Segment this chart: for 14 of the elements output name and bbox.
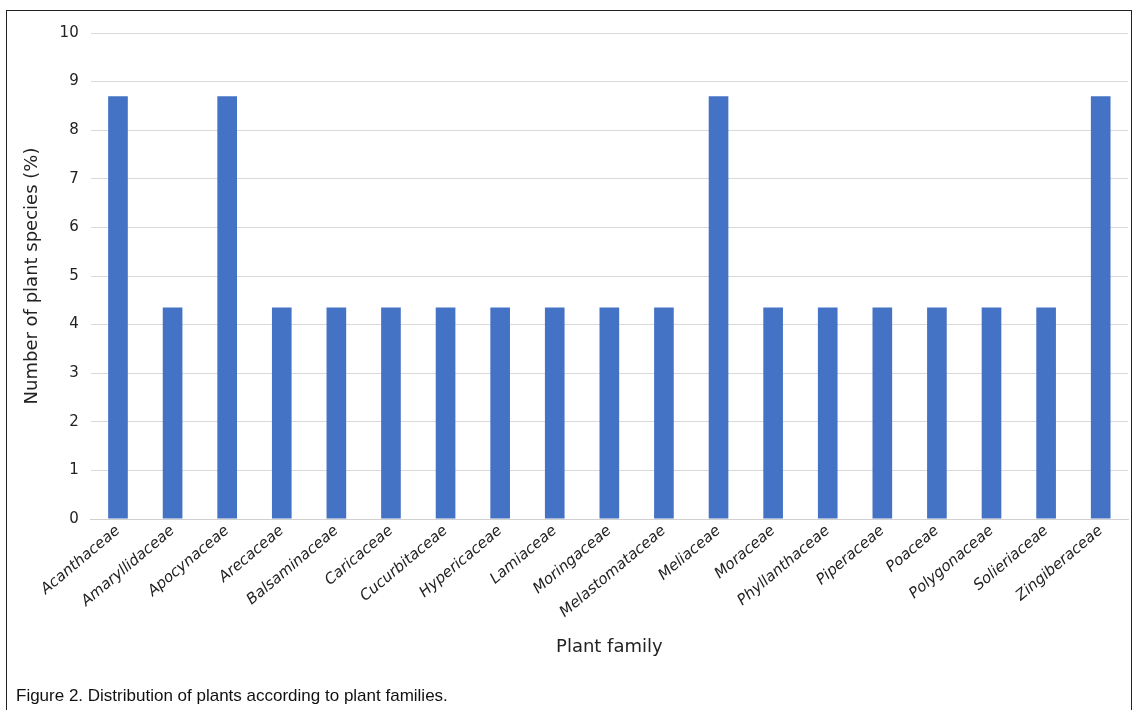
y-tick-label: 5	[69, 265, 79, 284]
y-tick-label: 7	[69, 168, 79, 187]
y-tick-label: 10	[59, 22, 79, 41]
y-tick-label: 8	[69, 120, 79, 139]
x-axis-title: Plant family	[556, 634, 663, 656]
y-tick-label: 2	[69, 411, 79, 430]
y-axis-title: Number of plant species (%)	[20, 147, 42, 405]
y-tick-label: 0	[69, 508, 79, 527]
y-tick-label: 9	[69, 71, 79, 90]
y-tick-label: 6	[69, 217, 79, 236]
y-tick-label: 1	[69, 460, 79, 479]
y-tick-label: 3	[69, 363, 79, 382]
caption: Figure 2. Distribution of plants according to plant families.	[16, 686, 448, 706]
y-tick-label: 4	[69, 314, 79, 333]
